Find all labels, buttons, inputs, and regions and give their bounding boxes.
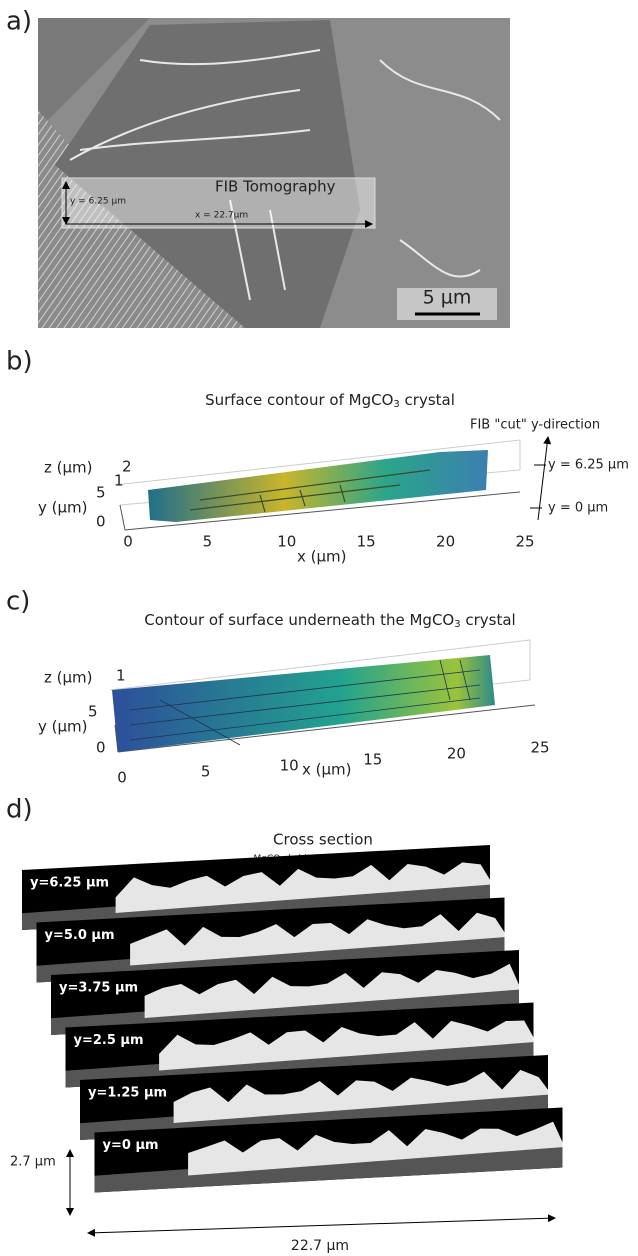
x-ticks: 0 5 10 15 20 25: [117, 739, 549, 787]
title-part: Surface contour of MgCO: [205, 391, 393, 409]
surface: [112, 655, 495, 752]
axis-line: [124, 491, 521, 531]
tick-label: 0: [96, 513, 106, 531]
scale-label: 5 µm: [423, 287, 472, 309]
axis-label: y (µm): [38, 718, 88, 736]
annotation: y = 0 µm: [548, 501, 608, 516]
annotation: y = 6.25 µm: [548, 458, 629, 473]
tick-label: 20: [436, 533, 455, 551]
tick-label: 20: [447, 745, 466, 763]
tick-label: 5: [96, 484, 106, 502]
sem-texture: [69, 49, 501, 301]
mgco3-layer: [188, 1121, 563, 1176]
slice-label: y=1.25 µm: [88, 1086, 167, 1101]
crystal-region: [55, 20, 360, 328]
tick-label: 0: [96, 739, 106, 757]
title-part: crystal: [461, 611, 516, 629]
panel-label: b): [6, 347, 33, 377]
tick-label: 10: [280, 757, 299, 775]
axis-label: y (µm): [38, 499, 88, 517]
tick-label: 0: [117, 769, 127, 787]
title-part: crystal: [400, 391, 455, 409]
arrow: [87, 1214, 556, 1237]
arrow: [537, 436, 552, 521]
annotation: y = 6.25 µm: [70, 197, 126, 207]
slice-label: y=0 µm: [103, 1138, 159, 1153]
annotation: 2.7 µm: [10, 1155, 56, 1170]
tick-label: 1: [116, 667, 126, 685]
tick-label: 10: [277, 533, 296, 551]
tick-label: 25: [515, 533, 534, 551]
tick-label: 2: [122, 458, 132, 476]
x-ticks: 0 5 10 15 20 25: [123, 533, 534, 551]
title-sub: 3: [393, 399, 399, 410]
slices: y=6.25 µm y=5.0 µm y=3.75 µm y=2.5 µm y=1.25…: [22, 845, 563, 1193]
panel-title: Contour of surface underneath the MgCO3 …: [144, 611, 515, 631]
tick-label: 1: [114, 472, 124, 490]
panel-label: c): [6, 587, 30, 617]
annotation: x = 22.7µm: [195, 211, 248, 221]
mgco3-layer: [144, 963, 519, 1018]
slice-label: y=2.5 µm: [74, 1033, 144, 1048]
axis-label: x (µm): [297, 548, 347, 566]
slice-label: y=5.0 µm: [45, 928, 115, 943]
tick-label: 15: [357, 533, 376, 551]
panel-title: Surface contour of MgCO3 crystal: [205, 391, 455, 411]
sem-region: [38, 18, 150, 130]
surface: [148, 450, 488, 522]
slice-label: y=6.25 µm: [30, 876, 109, 891]
tick-label: 0: [123, 533, 133, 551]
fib-overlay: [61, 177, 376, 229]
axis-line: [117, 704, 536, 753]
slice-label: y=3.75 µm: [59, 981, 138, 996]
axis-label: x (µm): [302, 761, 352, 779]
axis-label: z (µm): [44, 459, 93, 477]
surface-texture: [189, 469, 431, 513]
tick-label: 5: [88, 703, 98, 721]
panel-label: a): [6, 7, 32, 37]
mgco3-layer: [173, 1069, 548, 1123]
axis-label: z (µm): [44, 669, 93, 687]
title-sub: 3: [454, 619, 460, 630]
axis-line: [119, 504, 126, 531]
overlay-title: FIB Tomography: [215, 178, 336, 196]
tick-label: 5: [203, 533, 213, 551]
mgco3-layer: [159, 1020, 534, 1071]
panel-title: Cross section: [273, 831, 373, 849]
annotation: 22.7 µm: [291, 1238, 349, 1254]
sem-region: [38, 110, 245, 328]
surface-texture: [129, 659, 481, 746]
panel-label: d): [6, 795, 33, 825]
tick-label: 15: [363, 751, 382, 769]
annotation: FIB "cut" y-direction: [470, 418, 600, 433]
tick-label: 25: [530, 739, 549, 757]
tick-label: 5: [201, 763, 211, 781]
axis-line: [114, 724, 119, 753]
mgco3-layer: [130, 912, 505, 966]
mgco3-layer: [115, 862, 490, 913]
title-part: Contour of surface underneath the MgCO: [144, 611, 454, 629]
